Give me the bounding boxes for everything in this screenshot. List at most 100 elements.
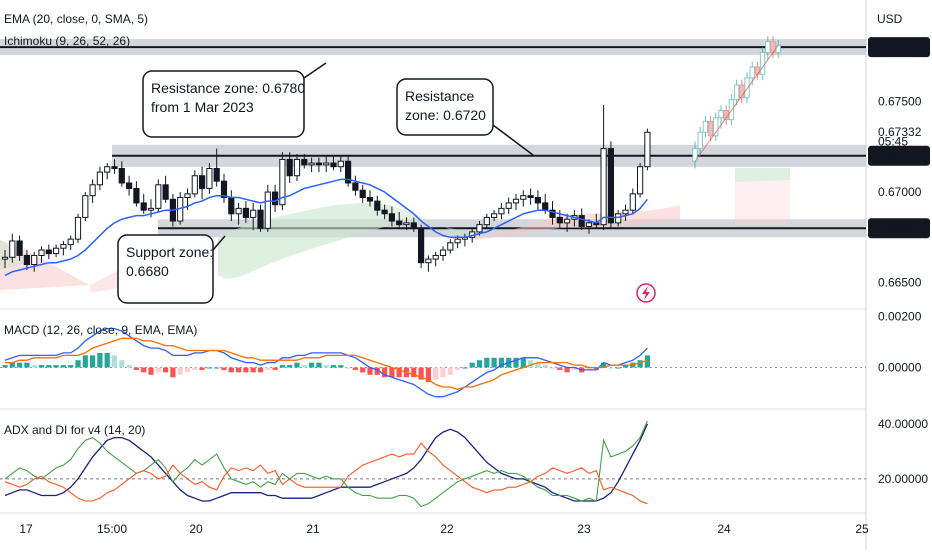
macd-histogram-bar — [484, 357, 490, 368]
candle — [162, 175, 169, 203]
time-axis-label: 17 — [19, 522, 33, 536]
macd-histogram-bar — [309, 362, 315, 368]
candle — [155, 179, 162, 212]
macd-histogram-bar — [622, 365, 629, 368]
candle — [359, 184, 366, 203]
candle — [388, 206, 395, 227]
candle — [607, 141, 614, 229]
candle — [53, 244, 60, 258]
macd-histogram-bar — [214, 367, 220, 369]
macd-histogram-bar — [330, 365, 337, 368]
projected-candle-body — [692, 148, 698, 162]
candle — [199, 166, 206, 200]
callout-resistance-0720-text: zone: 0.6720 — [405, 107, 486, 123]
macd-histogram-bar — [133, 367, 139, 370]
macd-histogram-bar — [111, 355, 118, 368]
candle — [23, 250, 30, 270]
candle — [337, 155, 344, 173]
candle — [191, 170, 198, 198]
candle — [96, 166, 104, 191]
candle-body — [330, 162, 337, 168]
macd-histogram-bar — [24, 362, 30, 368]
candle-body — [155, 184, 162, 209]
candle-body — [89, 184, 96, 197]
macd-histogram-bar — [557, 367, 563, 370]
candle-body — [67, 238, 74, 246]
candle — [396, 211, 403, 229]
macd-histogram-bar — [155, 367, 161, 373]
candle-body — [264, 191, 271, 229]
macd-histogram-bar — [236, 367, 242, 373]
candle-body — [242, 207, 250, 218]
candle-body — [483, 216, 490, 226]
macd-histogram-bar — [425, 367, 431, 383]
candle-body — [74, 216, 82, 240]
macd-histogram-bar — [250, 367, 256, 373]
candle — [439, 246, 447, 261]
ichimoku-legend[interactable]: Ichimoku (9, 26, 52, 26) — [4, 34, 130, 48]
candle — [432, 251, 439, 267]
price-badge-label: 0.67800 — [878, 40, 922, 54]
candle — [549, 201, 556, 225]
macd-histogram-bar — [38, 365, 45, 368]
macd-histogram-bar — [338, 365, 344, 368]
price-badge-label: 0.67200 — [878, 149, 922, 163]
projection-trend-line — [694, 45, 779, 162]
candle — [250, 202, 257, 231]
macd-histogram-bar — [192, 367, 198, 370]
adx-legend[interactable]: ADX and DI for v4 (14, 20) — [4, 423, 145, 437]
candle — [9, 233, 16, 263]
candle-body — [191, 175, 198, 195]
macd-histogram-bar — [126, 365, 132, 368]
candle — [31, 251, 38, 272]
macd-histogram-bar — [462, 367, 468, 369]
candle-body — [432, 254, 439, 260]
macd-line — [4, 327, 648, 398]
candle — [527, 188, 534, 205]
price-axis-tick: 0.67000 — [878, 185, 922, 199]
callout-resistance-0720-box — [396, 78, 494, 136]
macd-histogram-bar — [206, 367, 212, 369]
price-badge-label: 05:45 — [878, 134, 908, 148]
candle-body — [133, 187, 140, 204]
price-badge-label: 0.67332 — [878, 125, 922, 139]
candle-body — [111, 166, 118, 169]
candle — [45, 244, 52, 260]
callout-resistance-0720-text: Resistance — [405, 88, 474, 104]
candle — [323, 155, 330, 173]
candle-body — [439, 249, 447, 256]
projected-candle-body — [718, 110, 724, 119]
time-axis-label: 15:00 — [97, 522, 127, 536]
candle-body — [388, 213, 395, 222]
candle — [352, 175, 359, 196]
candle-body — [323, 162, 330, 166]
callout-resistance-0780: Resistance zone: 0.6780 from 1 Mar 2023 — [142, 62, 327, 138]
price-badge-label: 0.66800 — [878, 221, 922, 235]
candle-body — [60, 244, 67, 249]
macd-histogram-bar — [68, 365, 74, 368]
ema-legend[interactable]: EMA (20, close, 0, SMA, 5) — [4, 12, 148, 26]
macd-histogram-bar — [141, 367, 147, 373]
candle-body — [257, 209, 264, 229]
macd-histogram-bar — [382, 367, 388, 378]
callout-support-0680-text: 0.6680 — [126, 263, 169, 279]
macd-histogram-bar — [440, 367, 446, 378]
ema-line — [4, 178, 648, 277]
macd-histogram-bar — [53, 365, 59, 368]
candle — [520, 190, 527, 207]
candle — [498, 202, 505, 220]
callout-support-0680-pointer — [212, 235, 226, 251]
candle-body — [293, 158, 301, 177]
macd-legend[interactable]: MACD (12, 26, close, 9, EMA, EMA) — [4, 323, 197, 337]
macd-histogram-bar — [2, 365, 8, 368]
macd-histogram-bar — [535, 362, 541, 368]
callout-resistance-0780-text: from 1 Mar 2023 — [151, 99, 254, 115]
candle — [418, 224, 425, 269]
projected-candle — [744, 72, 750, 104]
price-axis-tick: 0.66500 — [878, 276, 922, 290]
macd-histogram-bar — [418, 367, 424, 380]
candle — [16, 235, 23, 261]
macd-histogram-bar — [31, 365, 37, 368]
candle — [235, 202, 242, 225]
candle-body — [447, 242, 454, 251]
